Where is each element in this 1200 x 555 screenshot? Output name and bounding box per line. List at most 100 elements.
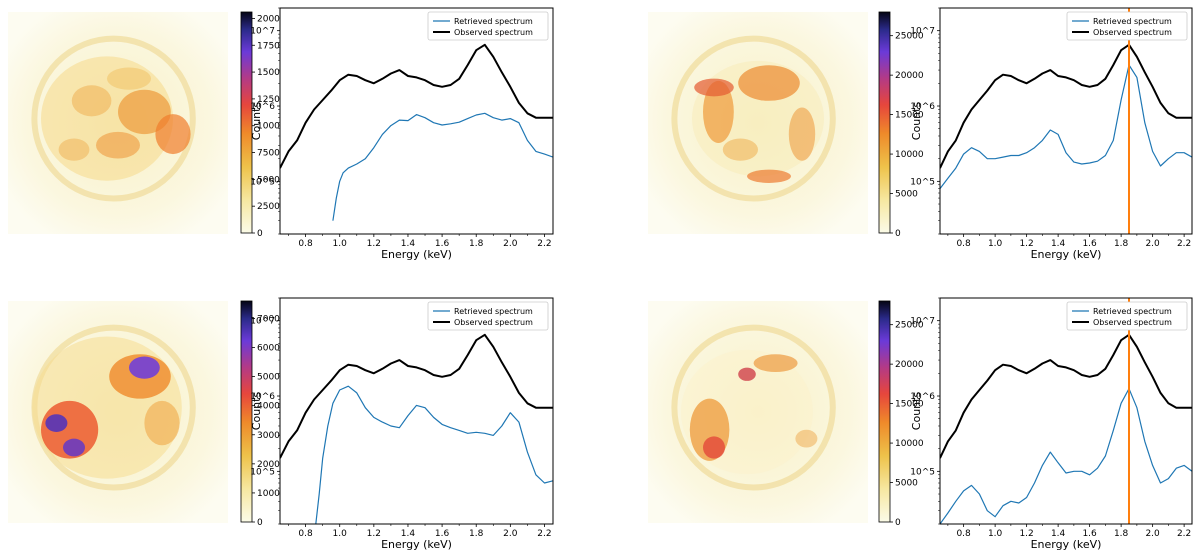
y-axis-label: Counts <box>910 102 923 141</box>
intensity-map <box>648 12 868 234</box>
x-tick-label: 2.2 <box>537 529 551 539</box>
intensity-map <box>648 301 868 523</box>
remnant-shell <box>671 35 836 202</box>
chart-panel: 25000 20000 15000 10000 5000 0 0.8 1.0 1.2 1.4 1.6… <box>648 297 1193 551</box>
y-axis-label: Counts <box>250 102 263 141</box>
y-tick-label: 10^5 <box>250 467 275 477</box>
emission-region <box>96 131 140 159</box>
intensity-map <box>8 12 228 234</box>
y-axis-label: Counts <box>250 392 263 431</box>
colorbar-gradient <box>878 300 891 523</box>
spectrum-plot: 0.8 1.0 1.2 1.4 1.6 1.8 2.0 2.2 10^5 10^6 10^7 Ener… <box>250 297 554 551</box>
x-tick-label: 1.6 <box>435 239 450 249</box>
colorbar-tick-label: 0 <box>257 518 263 528</box>
colorbar-tick-label: 15000 <box>895 400 924 410</box>
x-tick-label: 1.8 <box>1114 239 1129 249</box>
legend-label: Retrieved spectrum <box>1093 307 1172 316</box>
colorbar-tick-label: 0 <box>895 518 901 528</box>
y-tick-label: 10^7 <box>910 317 935 327</box>
colorbar-tick-label: 3000 <box>257 431 280 441</box>
x-axis-label: Energy (keV) <box>381 248 452 261</box>
x-axis-label: Energy (keV) <box>1031 538 1102 551</box>
x-tick-label: 1.6 <box>1082 239 1097 249</box>
plot-area <box>280 8 553 234</box>
plot-area <box>940 8 1192 234</box>
colorbar: 25000 20000 15000 10000 5000 0 <box>878 300 924 528</box>
y-tick-label: 10^7 <box>250 317 275 327</box>
legend: Retrieved spectrum Observed spectrum <box>1066 11 1188 41</box>
y-tick-label: 10^5 <box>910 177 935 187</box>
emission-region <box>694 78 734 97</box>
observed-spectrum-line <box>940 43 1192 169</box>
y-tick-label: 10^7 <box>250 27 275 37</box>
colorbar-tick-label: 15000 <box>257 68 286 78</box>
y-tick-label: 10^6 <box>250 392 275 402</box>
y-tick-label: 10^6 <box>250 102 275 112</box>
legend-box <box>427 11 549 41</box>
emission-region <box>45 414 68 432</box>
x-tick-label: 1.2 <box>367 529 381 539</box>
x-axis-label: Energy (keV) <box>1031 248 1102 261</box>
observed-spectrum-line <box>940 333 1192 459</box>
legend-box <box>1066 11 1188 41</box>
colorbar: 7000 6000 5000 4000 3000 2000 1000 0 <box>240 300 280 528</box>
colorbar-tick-label: 5000 <box>257 175 280 185</box>
x-tick-label: 1.8 <box>1114 529 1129 539</box>
x-tick-label: 1.4 <box>401 239 416 249</box>
emission-region <box>753 354 798 373</box>
emission-region <box>144 400 180 446</box>
emission-region <box>747 169 791 183</box>
x-axis-label: Energy (keV) <box>381 538 452 551</box>
emission-region <box>129 356 160 379</box>
plot-area <box>940 298 1192 524</box>
colorbar-tick-label: 17500 <box>257 41 286 51</box>
emission-region <box>63 438 85 457</box>
y-tick-label: 10^6 <box>910 392 935 402</box>
y-tick-label: 10^6 <box>910 102 935 112</box>
legend-label: Observed spectrum <box>454 318 533 327</box>
colorbar-tick-label: 25000 <box>895 321 924 331</box>
emission-region <box>107 67 151 90</box>
legend: Retrieved spectrum Observed spectrum <box>427 301 549 331</box>
legend-label: Observed spectrum <box>454 28 533 37</box>
plot-area <box>280 298 553 524</box>
legend-label: Retrieved spectrum <box>1093 17 1172 26</box>
emission-region <box>117 89 171 135</box>
x-tick-label: 1.4 <box>1051 239 1066 249</box>
emission-region <box>738 65 800 101</box>
emission-region <box>703 80 734 143</box>
y-tick-label: 10^5 <box>910 467 935 477</box>
retrieved-spectrum-line <box>940 64 1192 189</box>
emission-region <box>738 367 756 381</box>
colorbar-tick-label: 20000 <box>895 71 924 81</box>
colorbar-tick-label: 4000 <box>257 402 280 412</box>
colorbar-tick-label: 0 <box>895 229 901 239</box>
colorbar-tick-label: 15000 <box>895 111 924 121</box>
retrieved-spectrum-line <box>315 385 553 524</box>
x-tick-label: 1.0 <box>333 529 348 539</box>
spectrum-plot: 0.8 1.0 1.2 1.4 1.6 1.8 2.0 2.2 10^5 10^6 10^7 Ener… <box>910 7 1193 261</box>
x-tick-label: 2.0 <box>1145 239 1160 249</box>
colorbar-tick-label: 5000 <box>895 190 918 200</box>
colorbar-tick-label: 20000 <box>895 360 924 370</box>
spectrum-plot: 0.8 1.0 1.2 1.4 1.6 1.8 2.0 2.2 10^5 10^6 10^7 Ener… <box>250 7 554 261</box>
x-tick-label: 2.0 <box>503 529 518 539</box>
x-tick-label: 0.8 <box>956 239 971 249</box>
x-tick-label: 1.4 <box>401 529 416 539</box>
colorbar-tick-label: 12500 <box>257 95 286 105</box>
colorbar-tick-label: 1000 <box>257 489 280 499</box>
legend: Retrieved spectrum Observed spectrum <box>1066 301 1188 331</box>
x-tick-label: 1.2 <box>1019 529 1033 539</box>
colorbar-tick-label: 2500 <box>257 202 280 212</box>
y-tick-label: 10^7 <box>910 27 935 37</box>
x-tick-label: 0.8 <box>298 529 313 539</box>
plot-frame <box>279 297 554 525</box>
legend-box <box>1066 301 1188 331</box>
retrieved-spectrum-line <box>940 388 1192 524</box>
retrieved-spectrum-line <box>332 112 553 221</box>
x-tick-label: 1.0 <box>988 529 1003 539</box>
colorbar-gradient <box>240 300 253 523</box>
x-tick-label: 2.2 <box>537 239 551 249</box>
colorbar-tick-label: 5000 <box>257 373 280 383</box>
